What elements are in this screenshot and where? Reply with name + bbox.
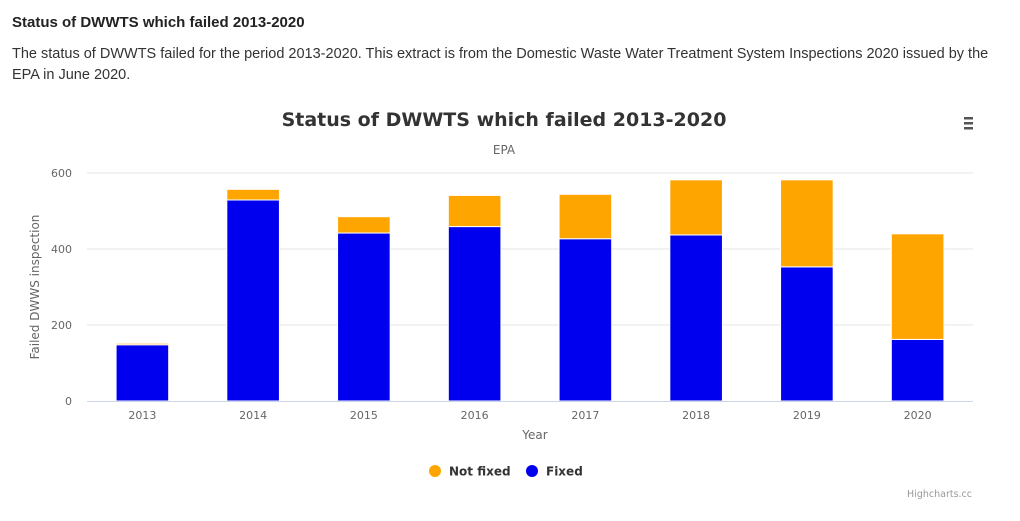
y-tick-label: 0 [65,395,72,408]
chart-container: Status of DWWTS which failed 2013-2020 E… [0,96,1020,516]
legend: Not fixed Fixed [429,465,583,479]
legend-item-not-fixed[interactable]: Not fixed [429,465,511,479]
chart-title: Status of DWWTS which failed 2013-2020 [282,109,727,131]
y-tick-label: 400 [51,243,72,256]
legend-item-fixed[interactable]: Fixed [526,465,583,479]
bar-not-fixed-2017[interactable] [558,193,613,240]
bar-not-fixed-2016[interactable] [447,194,502,228]
legend-label: Not fixed [449,465,511,479]
x-axis-title: Year [521,428,547,442]
bar-not-fixed-2018[interactable] [669,179,723,236]
credits-link[interactable]: Highcharts.cc [907,489,972,500]
legend-marker [429,465,441,477]
page-heading: Status of DWWTS which failed 2013-2020 [12,14,305,31]
bar-not-fixed-2020[interactable] [890,233,945,340]
bar-fixed-2013[interactable] [115,344,170,402]
stacked-bar-chart: Status of DWWTS which failed 2013-2020 E… [28,109,980,500]
bars [115,179,945,402]
bar-not-fixed-2013[interactable] [115,342,170,346]
x-axis-tick-labels: 2013 2014 2015 2016 2017 2018 2019 2020 [128,409,931,422]
grid-lines [87,172,973,326]
y-axis-title: Failed DWWS inspection [28,215,42,360]
bar-fixed-2017[interactable] [558,238,613,402]
x-tick-label: 2015 [350,409,378,422]
chart-subtitle: EPA [493,143,516,157]
chart-menu-button[interactable] [956,114,980,134]
page-description: The status of DWWTS failed for the perio… [12,46,989,83]
y-tick-label: 200 [51,319,72,332]
bar-fixed-2019[interactable] [780,266,834,402]
legend-marker [526,465,538,477]
y-axis-tick-labels: 0 200 400 600 [51,167,72,408]
x-tick-label: 2016 [461,409,489,422]
legend-label: Fixed [546,465,583,479]
bar-fixed-2016[interactable] [447,226,502,402]
x-tick-label: 2018 [682,409,710,422]
bar-fixed-2014[interactable] [226,199,280,402]
bar-fixed-2020[interactable] [890,338,945,402]
bar-not-fixed-2014[interactable] [226,188,280,201]
hamburger-menu-icon [964,117,973,130]
bar-fixed-2015[interactable] [337,232,391,402]
y-tick-label: 600 [51,167,72,180]
bar-fixed-2018[interactable] [669,234,723,402]
x-tick-label: 2020 [904,409,932,422]
bar-not-fixed-2019[interactable] [780,179,834,268]
x-tick-label: 2017 [571,409,599,422]
x-tick-label: 2013 [128,409,156,422]
x-tick-label: 2019 [793,409,821,422]
x-tick-label: 2014 [239,409,267,422]
bar-not-fixed-2015[interactable] [337,216,391,234]
